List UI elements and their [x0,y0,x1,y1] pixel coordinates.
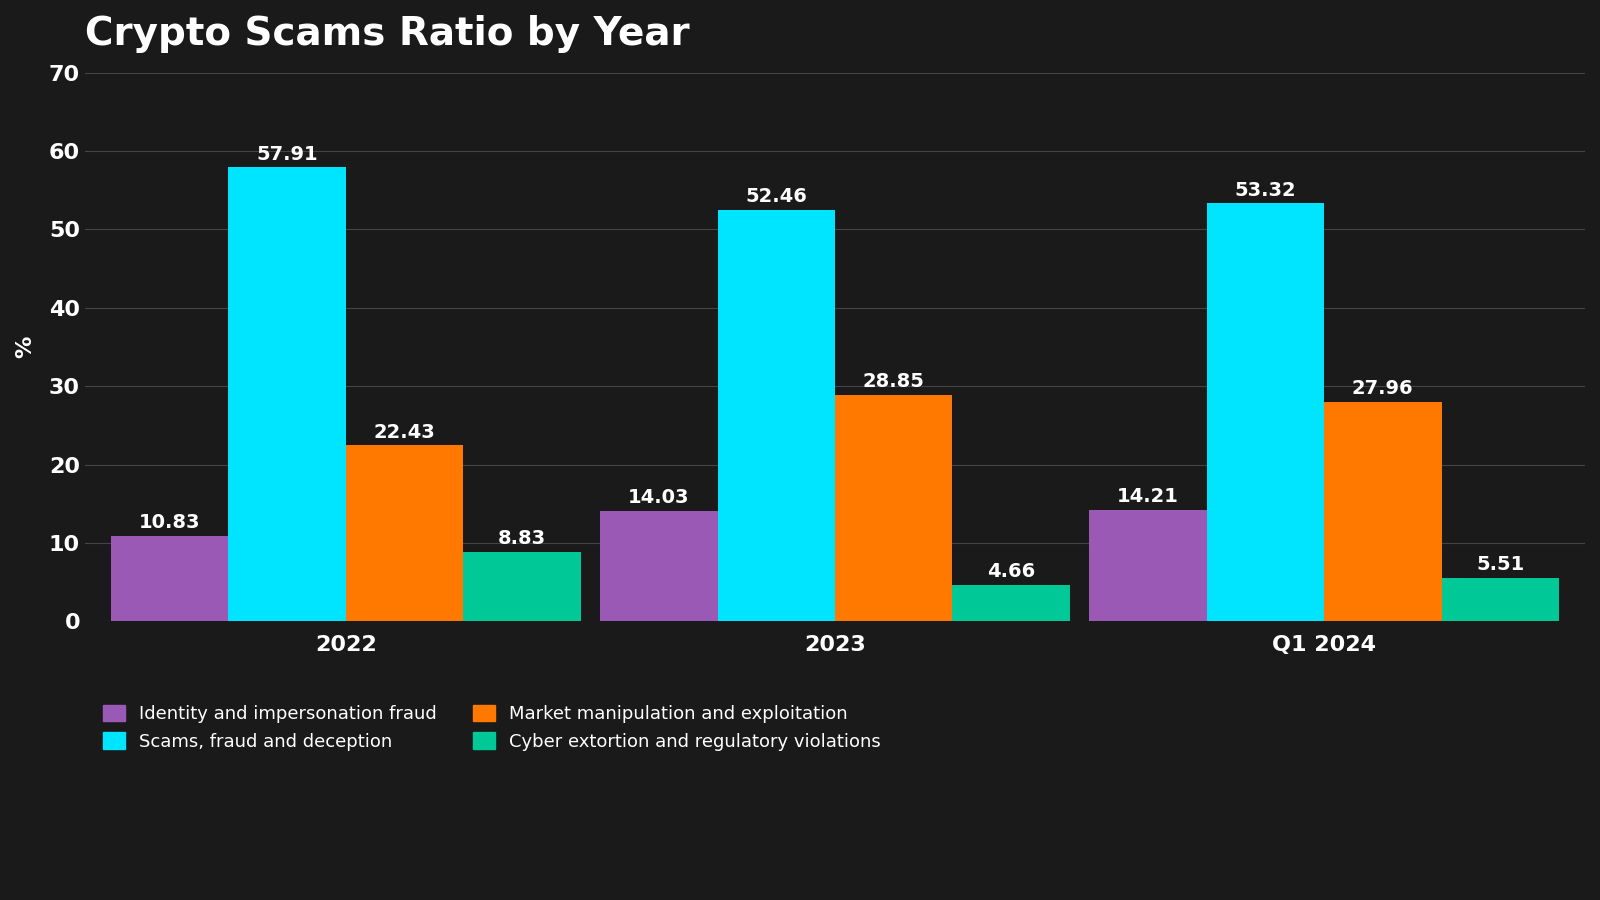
Bar [229,167,346,621]
Bar [952,585,1070,621]
Text: Crypto Scams Ratio by Year: Crypto Scams Ratio by Year [85,15,690,53]
Text: 10.83: 10.83 [139,513,200,533]
Text: 57.91: 57.91 [256,145,318,164]
Bar [835,395,952,621]
Bar [346,446,462,621]
Bar [1325,402,1442,621]
Text: 4.66: 4.66 [987,562,1035,580]
Bar [717,211,835,621]
Text: 8.83: 8.83 [498,529,546,548]
Text: 14.21: 14.21 [1117,487,1179,506]
Bar [600,511,717,621]
Y-axis label: %: % [14,336,35,358]
Bar [1090,510,1206,621]
Legend: Identity and impersonation fraud, Scams, fraud and deception, Market manipulatio: Identity and impersonation fraud, Scams,… [94,696,890,760]
Bar [1206,203,1325,621]
Text: 14.03: 14.03 [629,489,690,508]
Bar [462,552,581,621]
Text: 5.51: 5.51 [1477,555,1525,574]
Text: 27.96: 27.96 [1352,379,1414,398]
Text: 22.43: 22.43 [373,423,435,442]
Text: 52.46: 52.46 [746,187,806,206]
Text: 28.85: 28.85 [862,373,925,392]
Text: 53.32: 53.32 [1235,181,1296,200]
Bar [110,536,229,621]
Bar [1442,578,1558,621]
